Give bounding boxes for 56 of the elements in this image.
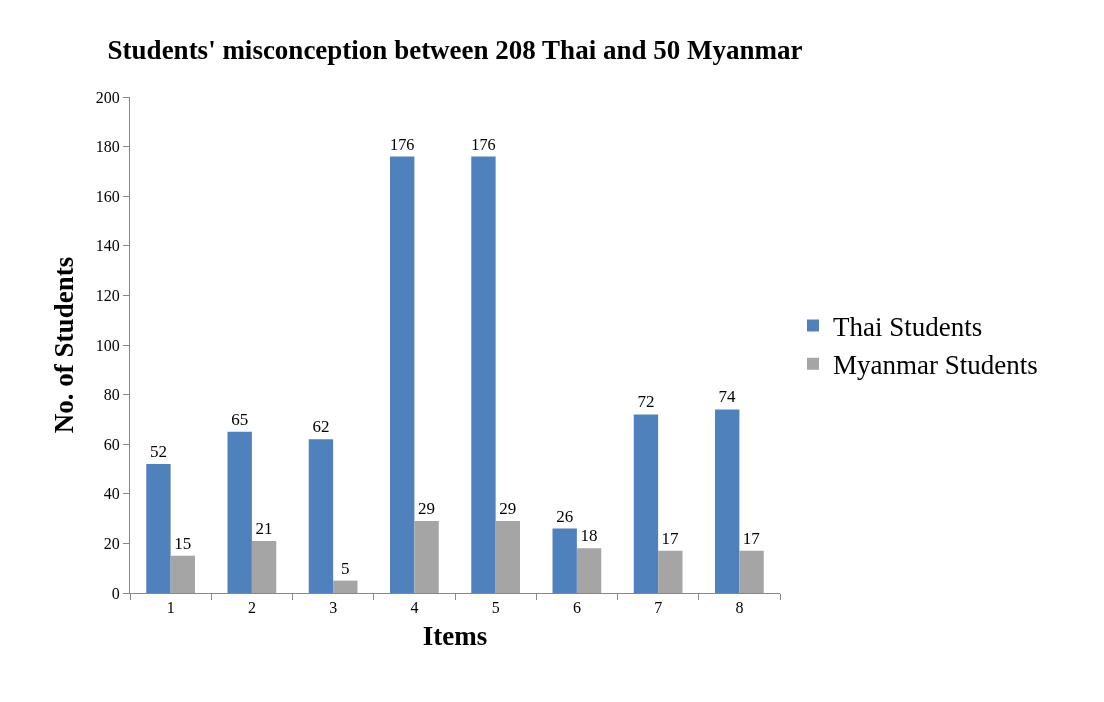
bar [308, 439, 334, 593]
data-label: 29 [499, 499, 517, 519]
data-label: 21 [255, 518, 273, 538]
data-label: 52 [149, 442, 167, 462]
bar [658, 550, 683, 593]
data-label: 29 [418, 499, 436, 519]
data-label: 26 [556, 506, 574, 526]
chart-title: Students' misconception between 208 Thai and 50 Myanmar [107, 35, 803, 66]
bar [333, 580, 358, 593]
x-axis-title: Items [422, 620, 488, 651]
bar [227, 431, 252, 593]
y-tick-label: 60 [103, 435, 120, 453]
data-label: 5 [341, 558, 350, 578]
data-label: 15 [174, 533, 192, 553]
bar [414, 521, 439, 593]
x-tick-label: 6 [572, 599, 581, 617]
y-tick-label: 80 [103, 386, 120, 404]
data-label: 17 [742, 528, 761, 548]
bar [170, 555, 195, 593]
bar [576, 548, 602, 593]
y-tick-label: 20 [103, 535, 120, 552]
bar [715, 409, 740, 593]
bar [471, 156, 496, 593]
data-label: 62 [312, 417, 330, 437]
legend-label: Thai Students [833, 312, 983, 343]
x-tick-label: 2 [247, 599, 256, 617]
bar [739, 550, 764, 593]
y-axis-title: No. of Students [48, 256, 79, 434]
x-tick-label: 5 [491, 599, 500, 617]
x-tick-label: 4 [410, 599, 419, 617]
y-tick-label: 180 [95, 138, 120, 156]
data-label: 72 [637, 392, 655, 412]
bar [390, 156, 415, 593]
data-label: 18 [580, 526, 598, 546]
x-tick-label: 8 [735, 599, 744, 617]
bar [552, 528, 577, 593]
data-label: 176 [471, 135, 496, 154]
y-tick-label: 160 [95, 187, 120, 205]
y-tick-label: 120 [95, 287, 120, 304]
x-tick-label: 3 [329, 599, 338, 617]
bar [633, 414, 659, 593]
y-tick-label: 200 [95, 88, 120, 106]
x-tick-label: 1 [166, 599, 175, 617]
bar [495, 521, 520, 593]
x-tick-label: 7 [654, 599, 663, 617]
data-label: 176 [390, 135, 415, 154]
data-label: 74 [718, 387, 736, 407]
data-label: 65 [231, 409, 249, 429]
data-label: 17 [661, 528, 680, 548]
y-tick-label: 0 [111, 584, 120, 602]
y-tick-label: 100 [95, 336, 120, 354]
bar [251, 540, 277, 593]
y-tick-label: 40 [103, 485, 120, 503]
bar [146, 464, 171, 593]
legend-label: Myanmar Students [833, 350, 1038, 381]
y-tick-label: 140 [95, 237, 120, 255]
